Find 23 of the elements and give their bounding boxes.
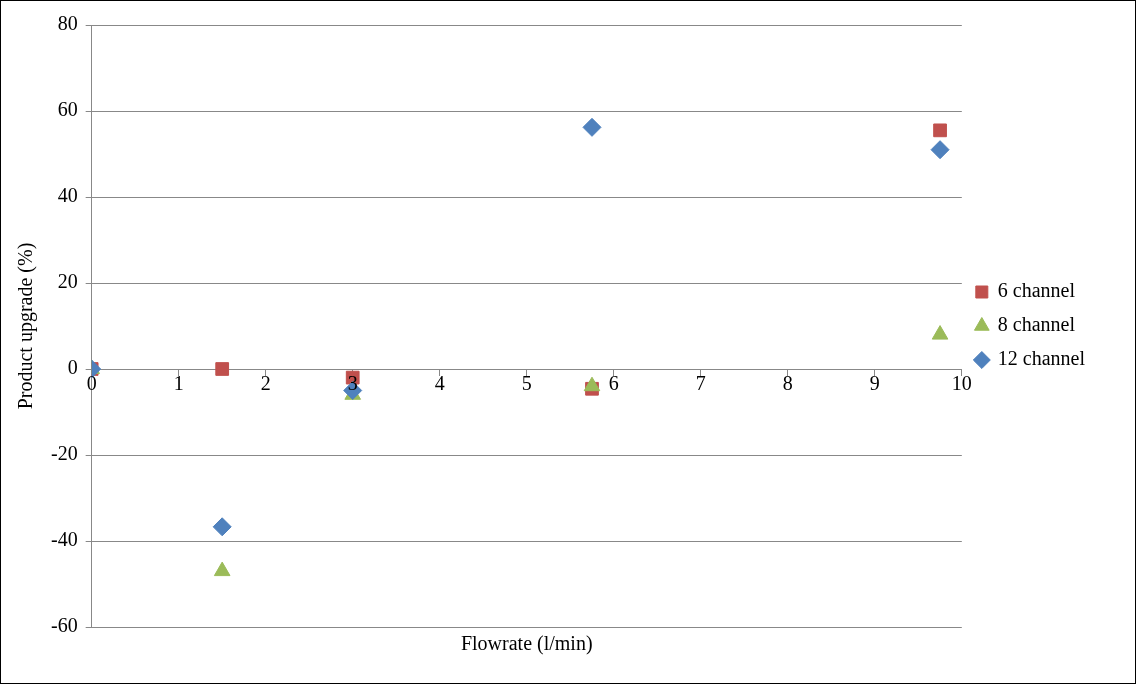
x-tick-label: 5 [521, 372, 532, 395]
y-axis-title: Product upgrade (%) [14, 242, 38, 410]
x-tick-label: 8 [782, 372, 793, 395]
y-tick-label: 0 [67, 356, 78, 379]
y-tick-label: 60 [57, 98, 78, 121]
x-tick-label: 10 [951, 372, 972, 395]
x-tick-label: 2 [260, 372, 271, 395]
y-tick-label: 80 [57, 12, 78, 35]
legend-label: 8 channel [997, 313, 1076, 336]
x-tick-label: 4 [434, 372, 445, 395]
y-tick-label: 40 [57, 184, 78, 207]
y-tick-label: 20 [57, 270, 78, 293]
y-tick-label: -60 [50, 614, 78, 637]
x-tick-label: 6 [608, 372, 619, 395]
y-tick-label: -20 [50, 442, 78, 465]
legend-label: 12 channel [997, 347, 1086, 370]
x-tick-label: 7 [695, 372, 706, 395]
legend-label: 6 channel [997, 279, 1076, 302]
x-tick-label: 1 [173, 372, 184, 395]
x-axis-title: Flowrate (l/min) [460, 632, 593, 656]
x-tick-label: 0 [86, 372, 97, 395]
y-tick-label: -40 [50, 528, 78, 551]
x-tick-label: 9 [869, 372, 880, 395]
